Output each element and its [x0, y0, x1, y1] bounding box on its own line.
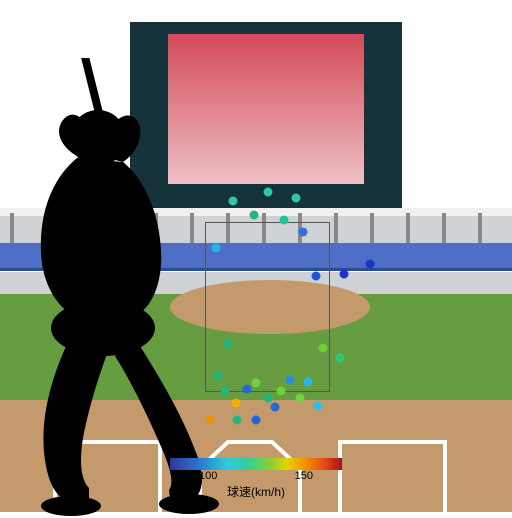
- pitch-dot: [336, 354, 345, 363]
- pitch-dot: [271, 403, 280, 412]
- pitch-dot: [296, 394, 305, 403]
- pitch-dot: [340, 270, 349, 279]
- pitch-dot: [299, 228, 308, 237]
- pitch-dot: [250, 211, 259, 220]
- pitch-dot: [292, 194, 301, 203]
- pitch-dot: [314, 402, 323, 411]
- pitch-dot: [319, 344, 328, 353]
- pitch-dot: [312, 272, 321, 281]
- pitch-dot: [304, 378, 313, 387]
- colorbar: 100 150 球速(km/h): [170, 458, 342, 500]
- pitch-dot: [366, 260, 375, 269]
- colorbar-gradient: [170, 458, 342, 470]
- pitch-dot: [252, 379, 261, 388]
- pitch-dot: [264, 188, 273, 197]
- batter-silhouette: [0, 58, 245, 518]
- pitch-dot: [264, 394, 273, 403]
- pitch-dot: [286, 376, 295, 385]
- colorbar-tick: 150: [295, 470, 313, 482]
- pitch-dot: [277, 387, 286, 396]
- pitch-dot: [252, 416, 261, 425]
- stage: 100 150 球速(km/h): [0, 0, 512, 512]
- colorbar-label: 球速(km/h): [170, 483, 342, 500]
- colorbar-tick: 100: [199, 470, 217, 482]
- pitch-dot: [280, 216, 289, 225]
